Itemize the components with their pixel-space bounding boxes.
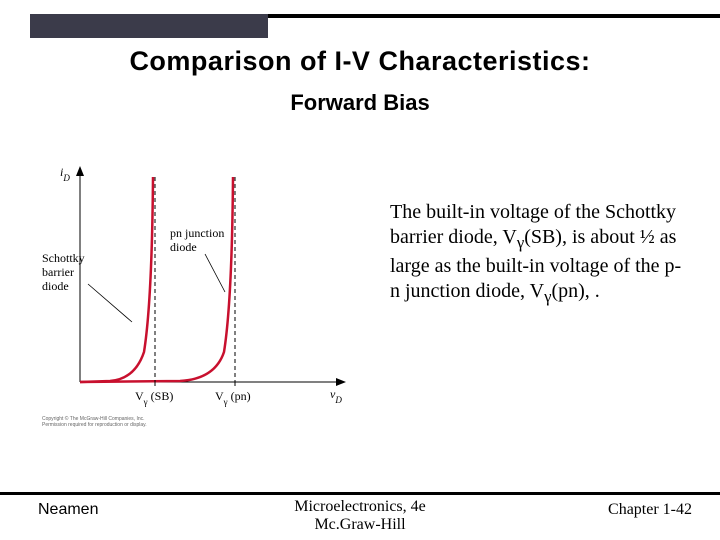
schottky-leader: [88, 284, 132, 322]
x-axis-arrow: [336, 378, 346, 386]
iv-chart: iD vD Schottky barrier diode pn junction…: [40, 152, 360, 432]
iv-chart-svg: iD vD Schottky barrier diode pn junction…: [40, 152, 360, 432]
sb-tick-label: Vγ (SB): [135, 389, 173, 407]
slide-title: Comparison of I-V Characteristics:: [0, 46, 720, 77]
header-accent-block: [30, 14, 268, 38]
footer-book-title: Microelectronics, 4e: [294, 498, 426, 515]
pn-curve: [80, 177, 233, 382]
slide-subtitle: Forward Bias: [0, 90, 720, 116]
y-axis-label: iD: [60, 165, 70, 183]
x-axis-label: vD: [330, 387, 342, 405]
body-p3: (pn), .: [551, 280, 599, 302]
pn-leader: [205, 254, 225, 292]
schottky-label: Schottky barrier diode: [42, 251, 88, 293]
schottky-curve: [80, 177, 153, 382]
chart-copyright: Copyright © The McGraw-Hill Companies, I…: [42, 415, 147, 428]
explanation-text: The built-in voltage of the Schottky bar…: [390, 200, 690, 308]
footer-chapter: Chapter 1-42: [608, 501, 692, 519]
footer-publisher: Mc.Graw-Hill: [314, 516, 405, 533]
pn-label: pn junction diode: [170, 226, 227, 254]
y-axis-arrow: [76, 166, 84, 176]
pn-tick-label: Vγ (pn): [215, 389, 251, 407]
footer: Neamen Microelectronics, 4e Mc.Graw-Hill…: [0, 492, 720, 540]
